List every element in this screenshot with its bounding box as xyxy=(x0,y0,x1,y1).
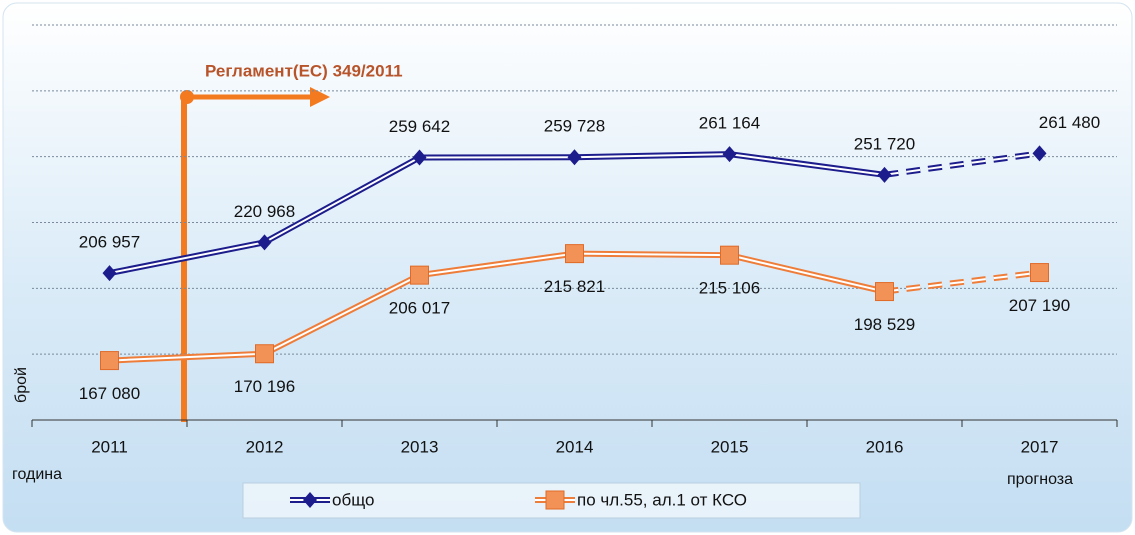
point xyxy=(875,282,894,302)
data-label: 261 164 xyxy=(699,114,760,133)
data-label: 215 821 xyxy=(544,277,605,296)
x-tick-label: 2011 xyxy=(91,437,128,456)
point xyxy=(1030,263,1049,283)
series-line-inner xyxy=(109,252,885,362)
x-tick-label: 2012 xyxy=(246,437,284,456)
legend-marker xyxy=(545,490,565,510)
point xyxy=(877,166,892,183)
data-label: 198 529 xyxy=(854,315,915,334)
point xyxy=(722,146,737,163)
series-line-inner xyxy=(109,153,885,275)
arrow-dot xyxy=(180,90,194,104)
data-label: 206 957 xyxy=(79,233,140,252)
y-axis-label: брой xyxy=(13,367,30,403)
series-line-inner xyxy=(884,271,1040,293)
point xyxy=(257,234,272,251)
data-label: 207 190 xyxy=(1009,296,1070,315)
point xyxy=(255,344,274,364)
point xyxy=(565,244,584,264)
point xyxy=(100,351,119,371)
x-tick-label: 2016 xyxy=(866,437,904,456)
legend-marker xyxy=(303,492,317,508)
point xyxy=(1032,145,1047,162)
data-label: 215 106 xyxy=(699,279,760,298)
x-tick-label: 2014 xyxy=(556,437,594,456)
legend xyxy=(242,482,861,519)
data-label: 170 196 xyxy=(234,377,295,396)
data-label: 259 728 xyxy=(544,117,605,136)
data-label: 167 080 xyxy=(79,384,140,403)
arrow-head xyxy=(310,87,330,107)
point xyxy=(412,149,427,166)
legend-label: по чл.55, ал.1 от КСО xyxy=(577,490,747,509)
point xyxy=(410,265,429,285)
x-axis-label: година xyxy=(12,466,62,483)
point xyxy=(102,265,117,282)
x-tick-label: 2013 xyxy=(401,437,439,456)
data-label: 259 642 xyxy=(389,117,450,136)
data-label: 220 968 xyxy=(234,202,295,221)
forecast-label: прогноза xyxy=(1007,471,1073,488)
legend-label: общо xyxy=(332,490,374,509)
x-tick-label: 2015 xyxy=(711,437,749,456)
point xyxy=(720,245,739,265)
x-tick-label: 2017 xyxy=(1021,437,1059,456)
data-label: 251 720 xyxy=(854,134,915,153)
series-line-inner xyxy=(884,152,1040,176)
annotation: Регламент(ЕС) 349/2011 xyxy=(205,61,403,80)
data-label: 206 017 xyxy=(389,299,450,318)
point xyxy=(567,149,582,166)
data-label: 261 480 xyxy=(1039,113,1100,132)
